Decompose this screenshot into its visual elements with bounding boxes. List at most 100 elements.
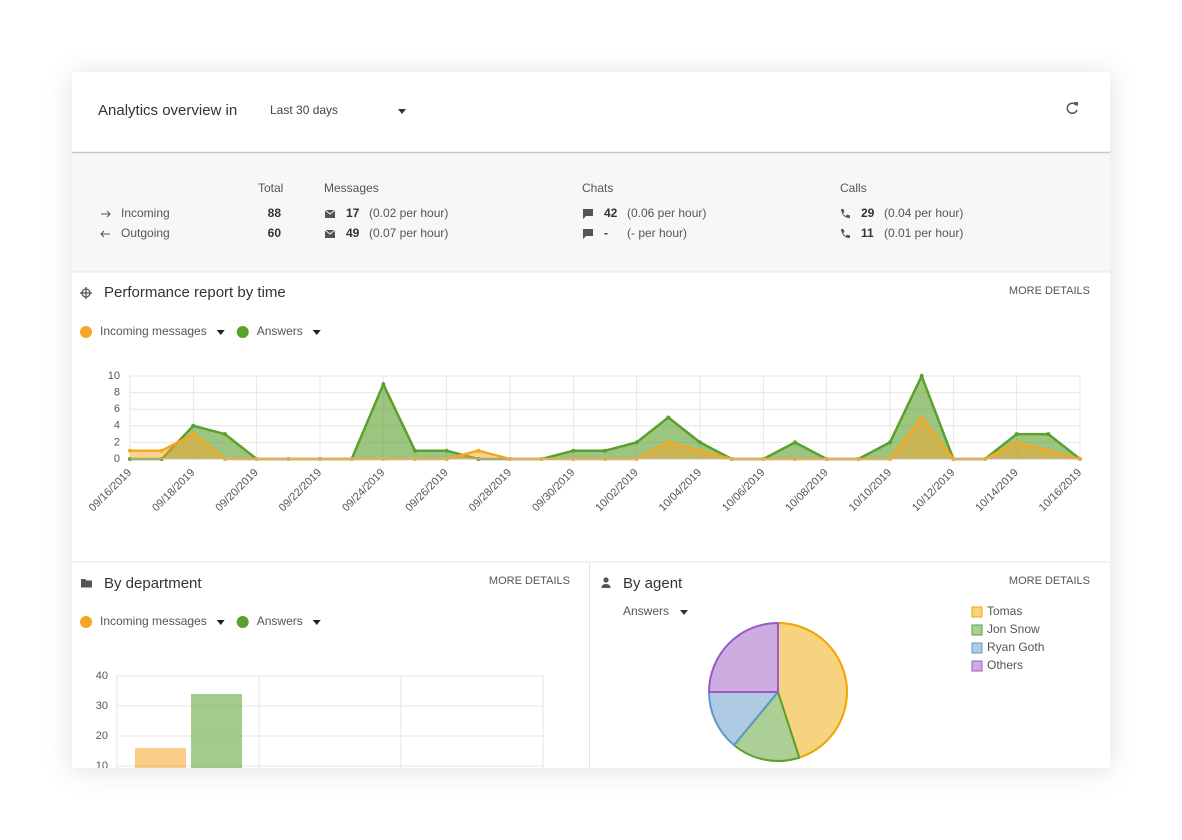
y-tick-label: 20: [96, 730, 108, 742]
point: [223, 432, 227, 437]
legend-label[interactable]: Answers: [257, 614, 303, 628]
legend-swatch: [971, 660, 983, 672]
pie-chart: Tomas Jon Snow Ryan Goth Others: [708, 604, 1044, 762]
messages-value: 49: [346, 226, 360, 240]
legend-label: Tomas: [987, 604, 1022, 618]
header-title: Analytics overview in: [98, 102, 237, 119]
refresh-icon[interactable]: [1066, 102, 1078, 114]
point: [476, 448, 481, 453]
chats-rate: (- per hour): [627, 226, 687, 240]
point: [698, 440, 702, 445]
bar: [135, 748, 186, 768]
point: [698, 448, 702, 453]
dropdown-caret[interactable]: [680, 610, 688, 615]
legend-caret[interactable]: [312, 620, 321, 625]
point: [381, 382, 386, 387]
legend-dot: [236, 616, 249, 628]
legend-label: Ryan Goth: [987, 640, 1044, 654]
point: [919, 374, 924, 378]
point: [191, 423, 196, 428]
dropdown-caret[interactable]: [398, 109, 406, 114]
y-tick-label: 4: [114, 420, 120, 432]
calls-rate: (0.04 per hour): [884, 206, 963, 220]
point: [603, 448, 607, 453]
col-header: Total: [258, 181, 283, 195]
bar: [191, 694, 242, 768]
stats-rows: Incoming 88 17 (0.02 per hour) 42 (0.06 per h…: [100, 206, 963, 240]
more-details[interactable]: MORE DETAILS: [1009, 285, 1090, 297]
y-tick-label: 10: [96, 760, 108, 772]
col-header: Messages: [324, 181, 379, 195]
pie-slice: [708, 691, 779, 747]
pie-slice: [708, 622, 779, 693]
period-select[interactable]: Last 30 days: [270, 103, 338, 117]
legend-swatch: [971, 642, 983, 654]
legend-dot: [80, 326, 92, 338]
point: [793, 440, 797, 445]
calls-value: 29: [861, 206, 875, 220]
bar-chart: 10 20 30 40: [96, 670, 544, 772]
more-details[interactable]: MORE DETAILS: [489, 575, 570, 587]
y-tick-label: 30: [96, 700, 108, 712]
total-value: 88: [268, 206, 282, 220]
phone-icon: [841, 209, 850, 218]
y-tick-label: 2: [114, 436, 120, 448]
legend-dot: [80, 616, 92, 628]
point: [191, 432, 196, 437]
section-title: By department: [104, 575, 202, 592]
legend-label[interactable]: Incoming messages: [100, 324, 207, 338]
legend-caret[interactable]: [216, 330, 225, 335]
point: [666, 415, 671, 420]
section-title: By agent: [623, 575, 683, 592]
point: [413, 448, 417, 453]
legend-label[interactable]: Incoming messages: [100, 614, 207, 628]
section-title: Performance report by time: [104, 284, 286, 301]
person-icon: [601, 577, 611, 588]
point: [571, 448, 576, 453]
outgoing-arrow: [100, 230, 110, 238]
more-details[interactable]: MORE DETAILS: [1009, 575, 1090, 587]
point: [634, 440, 639, 445]
calls-rate: (0.01 per hour): [884, 226, 963, 240]
total-value: 60: [268, 226, 282, 240]
point: [1046, 432, 1051, 437]
row-label: Outgoing: [121, 226, 170, 240]
chat-icon: [583, 229, 593, 239]
area: [130, 376, 1080, 459]
y-tick-label: 10: [108, 370, 120, 382]
col-header: Calls: [840, 181, 867, 195]
legend-caret[interactable]: [312, 330, 321, 335]
calls-value: 11: [861, 226, 874, 240]
chat-icon: [583, 209, 593, 219]
point: [128, 448, 132, 453]
y-tick-label: 40: [96, 670, 108, 682]
metric-select[interactable]: Answers: [623, 604, 669, 618]
y-tick-label: 8: [114, 387, 120, 399]
y-tick-label: 6: [114, 403, 120, 415]
legend-label: Jon Snow: [987, 622, 1040, 636]
folder-icon: [81, 579, 92, 588]
chats-value: 42: [604, 206, 618, 220]
chats-rate: (0.06 per hour): [627, 206, 706, 220]
point: [919, 415, 924, 420]
message-icon-flap: [324, 229, 336, 235]
legend-caret[interactable]: [216, 620, 225, 625]
y-tick-label: 0: [114, 453, 120, 465]
message-icon-flap: [324, 209, 336, 215]
legend-swatch: [971, 624, 983, 636]
phone-icon: [841, 229, 850, 238]
legend-label[interactable]: Answers: [257, 324, 303, 338]
messages-value: 17: [346, 206, 360, 220]
point: [1014, 440, 1019, 445]
point: [666, 440, 671, 445]
point: [159, 448, 164, 453]
legend-swatch: [971, 606, 983, 618]
incoming-arrow: [101, 210, 111, 218]
messages-rate: (0.02 per hour): [369, 206, 448, 220]
legend-dot: [236, 326, 249, 338]
point: [888, 440, 892, 445]
legend: Incoming messages Answers: [80, 614, 321, 628]
chats-value: -: [604, 226, 608, 240]
row-label: Incoming: [121, 206, 170, 220]
